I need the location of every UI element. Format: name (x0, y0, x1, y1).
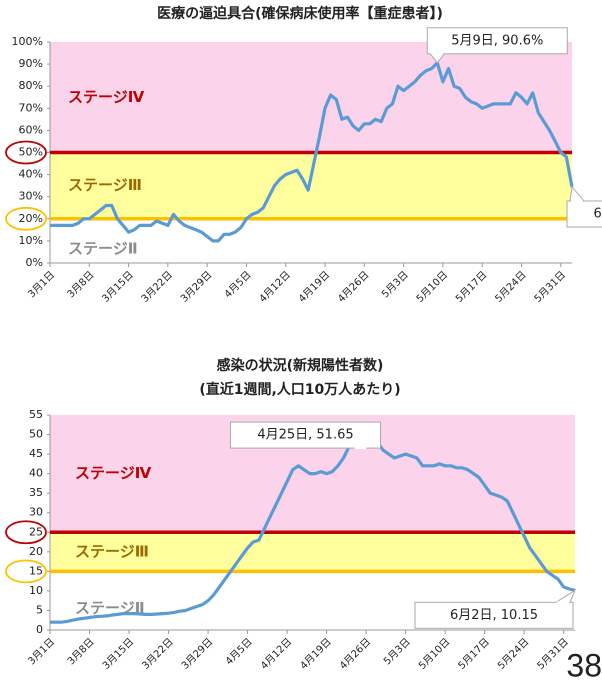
page-number: 38 (566, 647, 602, 683)
annotation: 5月9日, 90.6% (451, 33, 543, 48)
chart-title: 感染の状況(新規陽性者数) (217, 357, 384, 374)
y-tick-label: 40 (29, 467, 43, 480)
x-tick-label: 3月15日 (100, 269, 136, 305)
y-tick-label: 40% (19, 168, 43, 181)
y-tick-label: 10% (19, 234, 43, 247)
stage-band (50, 152, 572, 219)
chart-title: 医療の逼迫具合(確保病床使用率【重症患者】) (157, 5, 443, 22)
x-tick-label: 4月26日 (335, 269, 371, 305)
y-tick-label: 35 (29, 486, 43, 499)
x-tick-label: 4月12日 (257, 269, 293, 305)
stage-band (50, 42, 572, 153)
data-line (50, 426, 576, 624)
callout-pointer (569, 185, 586, 202)
stage-label: ステージⅡ (68, 239, 138, 257)
stage-label: ステージⅣ (68, 88, 145, 106)
x-tick-label: 4月19日 (298, 636, 334, 672)
callout-cover (571, 199, 583, 202)
y-tick-label: 70% (19, 101, 43, 114)
y-tick-label: 55 (29, 408, 43, 421)
callout-cover (354, 447, 367, 450)
x-tick-label: 4月26日 (337, 636, 373, 672)
x-tick-label: 5月17日 (456, 636, 492, 672)
x-tick-label: 3月1日 (26, 636, 58, 668)
chart-subtitle: (直近1週間,人口10万人あたり) (199, 381, 400, 398)
x-tick-label: 4月5日 (223, 636, 255, 668)
y-tick-label: 0 (36, 623, 43, 636)
y-tick-label: 20 (29, 545, 43, 558)
tick-highlight (5, 206, 47, 231)
callout-cover (431, 52, 444, 55)
x-tick-label: 3月29日 (178, 269, 214, 305)
y-tick-label: 25 (29, 525, 43, 538)
y-tick-label: 10 (29, 584, 43, 597)
y-tick-label: 30 (29, 506, 43, 519)
x-tick-label: 5月24日 (493, 269, 529, 305)
stage-label: ステージⅣ (75, 464, 152, 482)
x-tick-label: 3月1日 (26, 269, 58, 301)
stage-label: ステージⅢ (75, 542, 149, 560)
x-tick-label: 5月3日 (381, 636, 413, 668)
y-tick-label: 5 (36, 603, 43, 616)
annotation: 6月2日, 34.4% (593, 206, 602, 221)
y-tick-label: 100% (12, 35, 43, 48)
x-tick-label: 4月12日 (258, 636, 294, 672)
x-tick-label: 3月8日 (65, 269, 97, 301)
x-tick-label: 5月10日 (416, 636, 452, 672)
y-tick-label: 50 (29, 428, 43, 441)
x-tick-label: 4月19日 (296, 269, 332, 305)
x-tick-label: 3月29日 (179, 636, 215, 672)
x-tick-label: 5月3日 (379, 269, 411, 301)
annotation: 6月2日, 10.15 (450, 608, 538, 623)
tick-highlight (5, 559, 47, 584)
stage-band (50, 532, 575, 572)
x-tick-label: 5月17日 (453, 269, 489, 305)
x-tick-label: 5月24日 (495, 636, 531, 672)
y-tick-label: 80% (19, 79, 43, 92)
data-line (50, 61, 574, 243)
callout-box (414, 601, 574, 629)
stage-label: ステージⅢ (68, 176, 142, 194)
x-tick-label: 3月22日 (140, 636, 176, 672)
y-tick-label: 90% (19, 57, 43, 70)
x-tick-label: 3月15日 (100, 636, 136, 672)
callout-box (229, 421, 381, 449)
y-tick-label: 15 (29, 564, 43, 577)
x-tick-label: 3月8日 (65, 636, 97, 668)
y-tick-label: 20% (19, 212, 43, 225)
x-tick-label: 5月10日 (414, 269, 450, 305)
x-tick-label: 4月5日 (222, 269, 254, 301)
annotation: 4月25日, 51.65 (257, 428, 353, 443)
y-tick-label: 30% (19, 190, 43, 203)
callout-cover (557, 601, 569, 604)
y-tick-label: 45 (29, 447, 43, 460)
y-tick-label: 0% (26, 256, 43, 269)
tick-highlight (5, 520, 47, 545)
callout-box (566, 200, 602, 228)
y-tick-label: 60% (19, 123, 43, 136)
tick-highlight (5, 140, 47, 165)
y-tick-label: 50% (19, 146, 43, 159)
x-tick-label: 3月22日 (139, 269, 175, 305)
x-tick-label: 5月31日 (532, 269, 568, 305)
callout-box (426, 27, 568, 55)
